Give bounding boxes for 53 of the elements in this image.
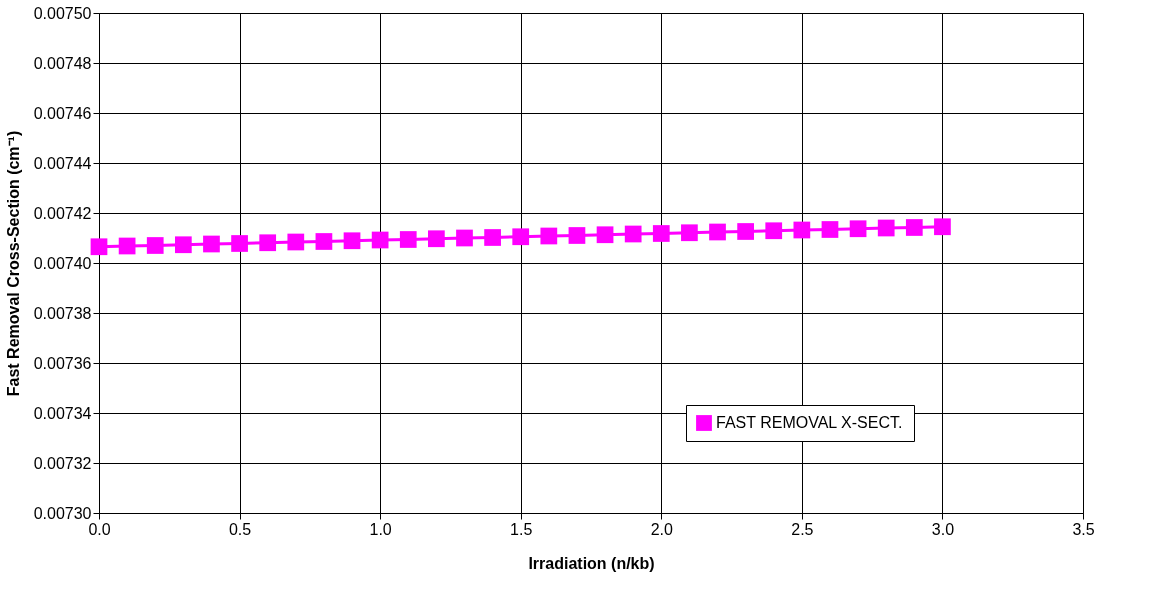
x-tick-label: 2.0 — [650, 520, 673, 538]
point — [456, 229, 473, 247]
point — [428, 230, 445, 248]
y-tick-label: 0.00748 — [33, 54, 92, 72]
point — [624, 225, 642, 243]
point — [343, 232, 361, 250]
point — [174, 236, 192, 254]
x-tick-label: 3.5 — [1072, 520, 1095, 538]
y-tick-label: 0.00730 — [33, 504, 92, 522]
point — [934, 218, 951, 236]
y-tick-label: 0.00736 — [33, 354, 92, 372]
x-tick-label: 2.5 — [791, 520, 814, 538]
x-tick-label: 0.0 — [88, 520, 111, 538]
point — [371, 231, 389, 249]
point — [540, 227, 558, 245]
point — [709, 223, 726, 241]
y-tick-label: 0.00746 — [33, 104, 92, 122]
point — [315, 233, 333, 250]
point — [821, 221, 839, 238]
y-tick-label: 0.00738 — [33, 304, 92, 322]
y-tick-label: 0.00744 — [33, 154, 92, 172]
legend-label: FAST REMOVAL X-SECT. — [716, 414, 903, 431]
x-axis-title: Irradiation (n/kb) — [528, 554, 655, 572]
point — [231, 235, 248, 252]
point — [568, 227, 586, 244]
point — [512, 228, 530, 246]
x-tick-label: 1.5 — [510, 520, 533, 538]
point — [287, 233, 305, 251]
y-tick-label: 0.00734 — [33, 404, 92, 422]
x-tick-label: 1.0 — [369, 520, 392, 538]
point — [681, 224, 698, 242]
x-tick-label: 0.5 — [228, 520, 252, 538]
point — [399, 231, 417, 248]
y-tick-label: 0.00732 — [33, 454, 92, 472]
point — [652, 225, 670, 242]
point — [118, 237, 136, 255]
y-tick-label: 0.00750 — [33, 4, 92, 22]
point — [849, 220, 867, 238]
x-tick-label: 3.0 — [931, 520, 955, 538]
point — [596, 226, 614, 244]
point — [90, 238, 108, 256]
point — [905, 219, 923, 236]
y-tick-label: 0.00740 — [33, 254, 92, 272]
point — [146, 237, 164, 254]
y-axis-title: Fast Removal Cross-Section (cm⁻¹) — [4, 130, 22, 397]
point — [484, 229, 501, 246]
point — [259, 234, 277, 252]
point — [737, 223, 754, 240]
point — [793, 221, 811, 239]
point — [877, 219, 895, 237]
point — [765, 222, 783, 240]
point — [203, 235, 220, 253]
y-tick-label: 0.00742 — [33, 204, 92, 222]
